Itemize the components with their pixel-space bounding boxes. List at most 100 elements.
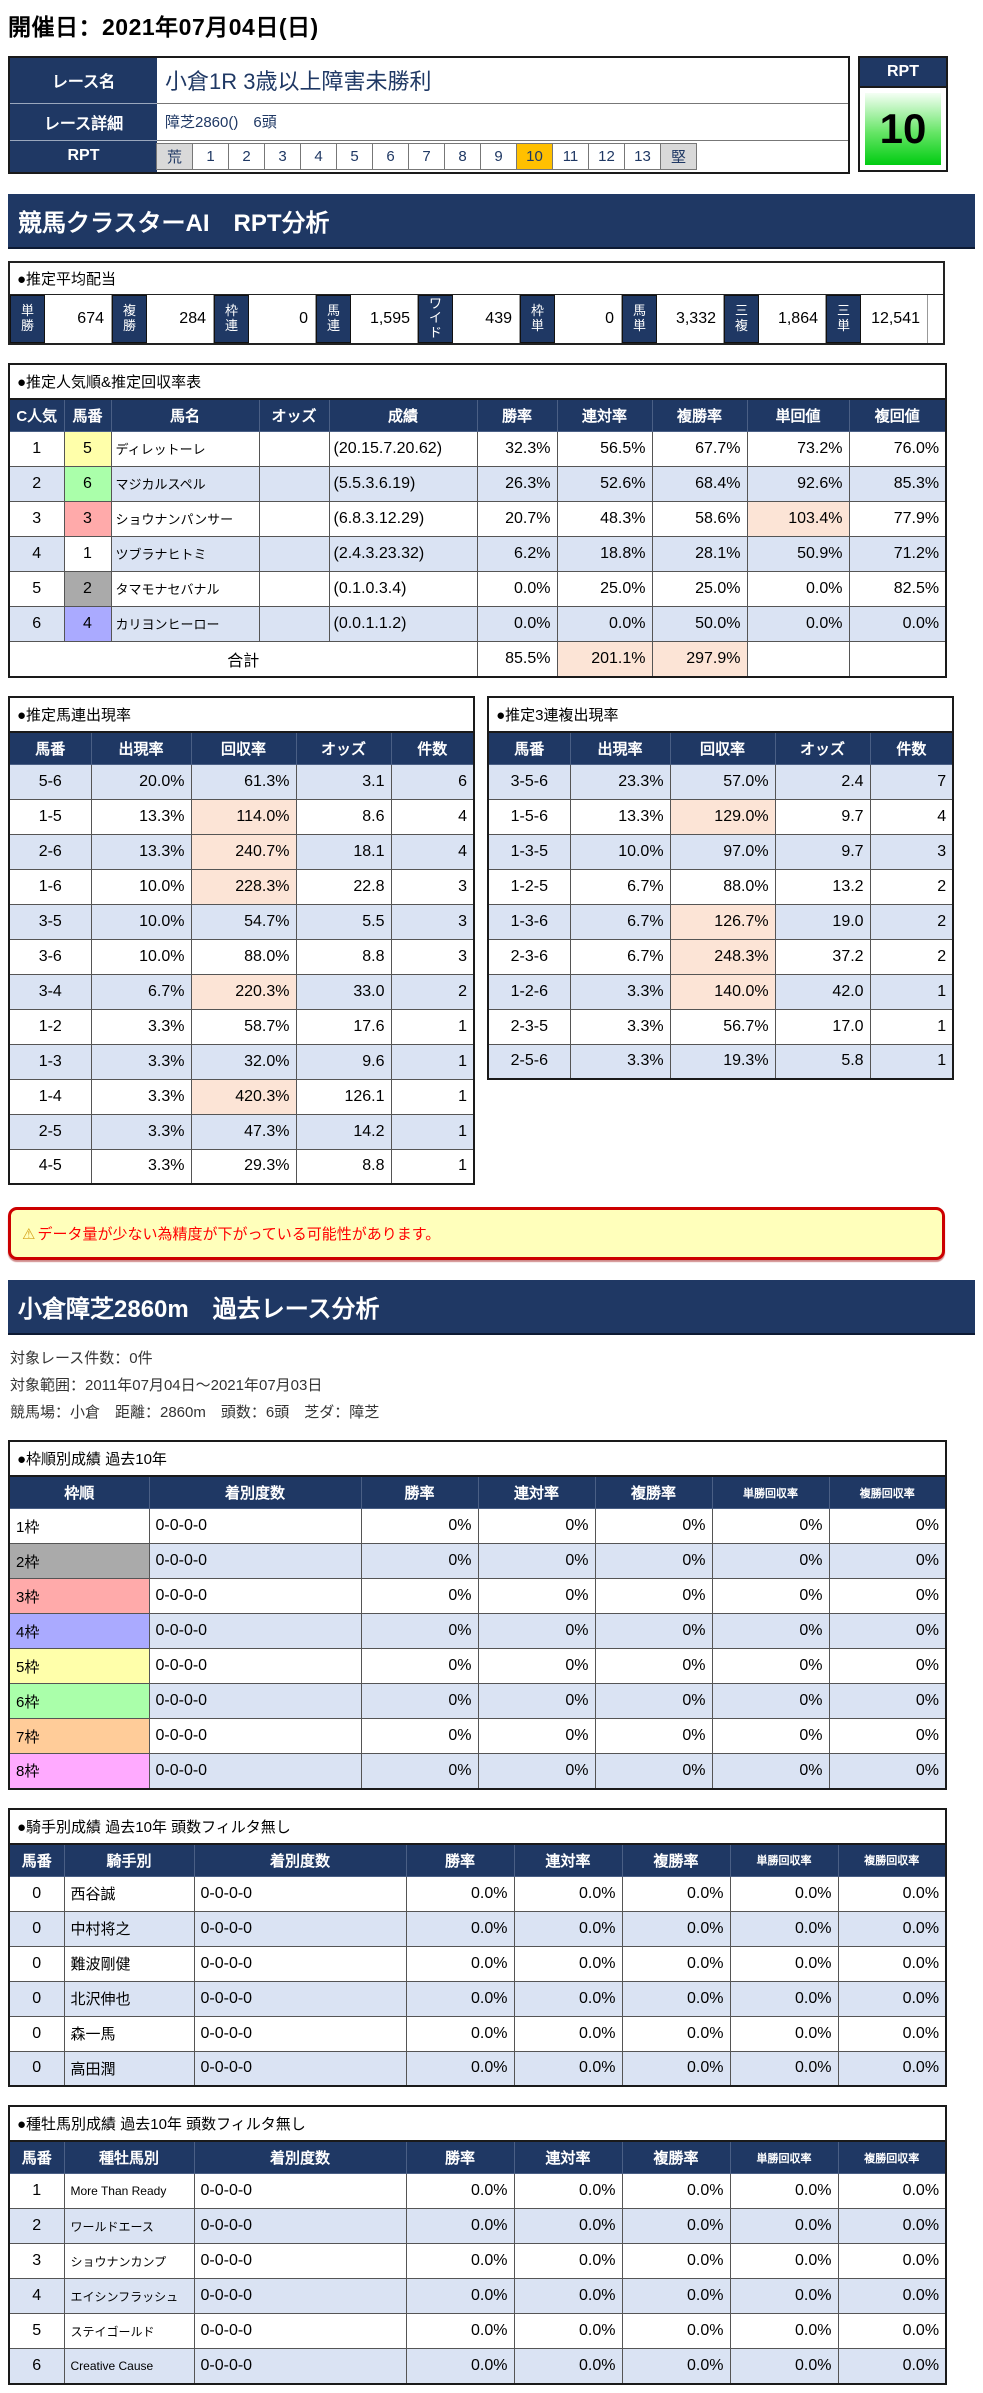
- sire-row: 5 ステイゴールド 0-0-0-0 0.0% 0.0% 0.0% 0.0% 0.…: [8, 2313, 947, 2349]
- payout-title: ●推定平均配当: [10, 263, 943, 295]
- show-roi: 0.0%: [837, 1945, 947, 1982]
- finish-counts: 0-0-0-0: [193, 1910, 407, 1947]
- win-roi: 0%: [711, 1508, 830, 1544]
- popularity-row: 2 6 マジカルスペル (5.5.3.6.19) 26.3% 52.6% 68.…: [8, 465, 947, 502]
- waku-row: 4枠 0-0-0-0 0% 0% 0% 0% 0%: [8, 1613, 947, 1649]
- odds: 19.0: [774, 903, 871, 940]
- payout-bet-type: 三単: [826, 294, 861, 343]
- count: 1: [869, 973, 954, 1010]
- column-header: オッズ: [774, 731, 871, 765]
- count: 1: [869, 1043, 954, 1080]
- show-rate: 0%: [594, 1578, 713, 1614]
- show-rate: 0%: [594, 1613, 713, 1649]
- win-roi: 0%: [711, 1753, 830, 1789]
- win-roi: 103.4%: [746, 500, 850, 537]
- rpt-scale-step: 12: [588, 142, 625, 170]
- horse-number: 2: [8, 2208, 65, 2244]
- analysis-scope-info: 対象レース件数：0件 対象範囲：2011年07月04日～2021年07月03日 …: [10, 1347, 975, 1422]
- column-header: 回収率: [669, 731, 776, 765]
- win-roi: 0%: [711, 1683, 830, 1719]
- show-rate: 58.6%: [651, 500, 748, 537]
- waku-row: 6枠 0-0-0-0 0% 0% 0% 0% 0%: [8, 1683, 947, 1719]
- umaren-row: 5-6 20.0% 61.3% 3.1 6: [8, 763, 475, 800]
- umaren-row: 4-5 3.3% 29.3% 8.8 1: [8, 1148, 475, 1185]
- appearance-rate: 6.7%: [90, 973, 192, 1010]
- show-roi: 0%: [828, 1753, 947, 1789]
- win-roi: 0.0%: [729, 1980, 839, 2017]
- rpt-scale-step: 4: [300, 142, 337, 170]
- show-rate: 0.0%: [621, 2208, 731, 2244]
- sire-row: 4 エイシンフラッシュ 0-0-0-0 0.0% 0.0% 0.0% 0.0% …: [8, 2278, 947, 2314]
- sire-name: More Than Ready: [63, 2173, 195, 2209]
- sanrenpuku-header-row: 馬番 出現率 回収率 オッズ 件数: [487, 731, 954, 765]
- show-rate: 0.0%: [621, 1875, 731, 1912]
- column-header: 馬名: [110, 398, 260, 432]
- show-roi: 0%: [828, 1508, 947, 1544]
- show-roi: 0%: [828, 1543, 947, 1579]
- win-roi: 0.0%: [729, 2348, 839, 2384]
- quinella-rate: 18.8%: [556, 535, 653, 572]
- show-roi: 0%: [828, 1648, 947, 1684]
- column-header: 単勝回収率: [711, 1475, 830, 1509]
- quinella-rate: 0.0%: [513, 1980, 623, 2017]
- horse-number: 1: [63, 535, 112, 572]
- total-label: 合計: [8, 640, 478, 677]
- count: 1: [869, 1008, 954, 1045]
- odds: 37.2: [774, 938, 871, 975]
- rpt-scale-step: 11: [552, 142, 589, 170]
- roi: 114.0%: [190, 798, 297, 835]
- horse-name: ツブラナヒトミ: [110, 535, 260, 572]
- horse-number: 0: [8, 1910, 65, 1947]
- finish-counts: 0-0-0-0: [148, 1508, 362, 1544]
- count: 3: [390, 903, 475, 940]
- count: 4: [390, 798, 475, 835]
- horse-number: 4: [8, 2278, 65, 2314]
- total-row: 合計 85.5% 201.1% 297.9%: [8, 640, 947, 677]
- win-rate: 0.0%: [405, 2050, 515, 2087]
- sire-row: 2 ワールドエース 0-0-0-0 0.0% 0.0% 0.0% 0.0% 0.…: [8, 2208, 947, 2244]
- show-roi: 0.0%: [837, 1980, 947, 2017]
- show-roi: 71.2%: [848, 535, 947, 572]
- column-header: 件数: [869, 731, 954, 765]
- column-header: 馬番: [8, 1843, 65, 1877]
- finish-counts: 0-0-0-0: [148, 1753, 362, 1789]
- waku-row: 8枠 0-0-0-0 0% 0% 0% 0% 0%: [8, 1753, 947, 1789]
- rpt-scale-step: 1: [192, 142, 229, 170]
- odds: 17.0: [774, 1008, 871, 1045]
- win-roi: 0%: [711, 1648, 830, 1684]
- appearance-rate: 20.0%: [90, 763, 192, 800]
- trio-numbers: 1-2-5: [487, 868, 571, 905]
- horse-number: 0: [8, 1945, 65, 1982]
- horse-number: 6: [8, 2348, 65, 2384]
- roi: 140.0%: [669, 973, 776, 1010]
- quinella-rate: 0.0%: [513, 2208, 623, 2244]
- show-roi: 0.0%: [837, 2278, 947, 2314]
- roi: 47.3%: [190, 1113, 297, 1150]
- win-rate: 20.7%: [476, 500, 558, 537]
- quinella-rate: 0.0%: [513, 2015, 623, 2052]
- show-roi: 0.0%: [837, 2015, 947, 2052]
- appearance-rate: 13.3%: [90, 833, 192, 870]
- jockey-name: 高田潤: [63, 2050, 195, 2087]
- win-rate: 0.0%: [405, 1910, 515, 1947]
- show-rate: 0%: [594, 1543, 713, 1579]
- column-header: 着別度数: [148, 1475, 362, 1509]
- waku-number: 4枠: [8, 1613, 150, 1649]
- total-show-rate: 297.9%: [651, 640, 748, 677]
- win-rate: 0%: [360, 1753, 479, 1789]
- appearance-rate: 10.0%: [90, 903, 192, 940]
- quinella-rate: 0.0%: [513, 1875, 623, 1912]
- payout-value: 284: [147, 294, 214, 343]
- roi: 54.7%: [190, 903, 297, 940]
- warning-icon: ⚠: [22, 1226, 36, 1243]
- appearance-rate: 3.3%: [90, 1148, 192, 1185]
- win-rate: 0%: [360, 1508, 479, 1544]
- payout-value: 1,595: [351, 294, 418, 343]
- umaren-row: 1-3 3.3% 32.0% 9.6 1: [8, 1043, 475, 1080]
- horse-number: 4: [63, 605, 112, 642]
- umaren-row: 1-4 3.3% 420.3% 126.1 1: [8, 1078, 475, 1115]
- finish-counts: 0-0-0-0: [193, 2050, 407, 2087]
- target-race-count: 対象レース件数：0件: [10, 1350, 153, 1367]
- appearance-rate: 3.3%: [90, 1008, 192, 1045]
- appearance-rate: 3.3%: [569, 1043, 671, 1080]
